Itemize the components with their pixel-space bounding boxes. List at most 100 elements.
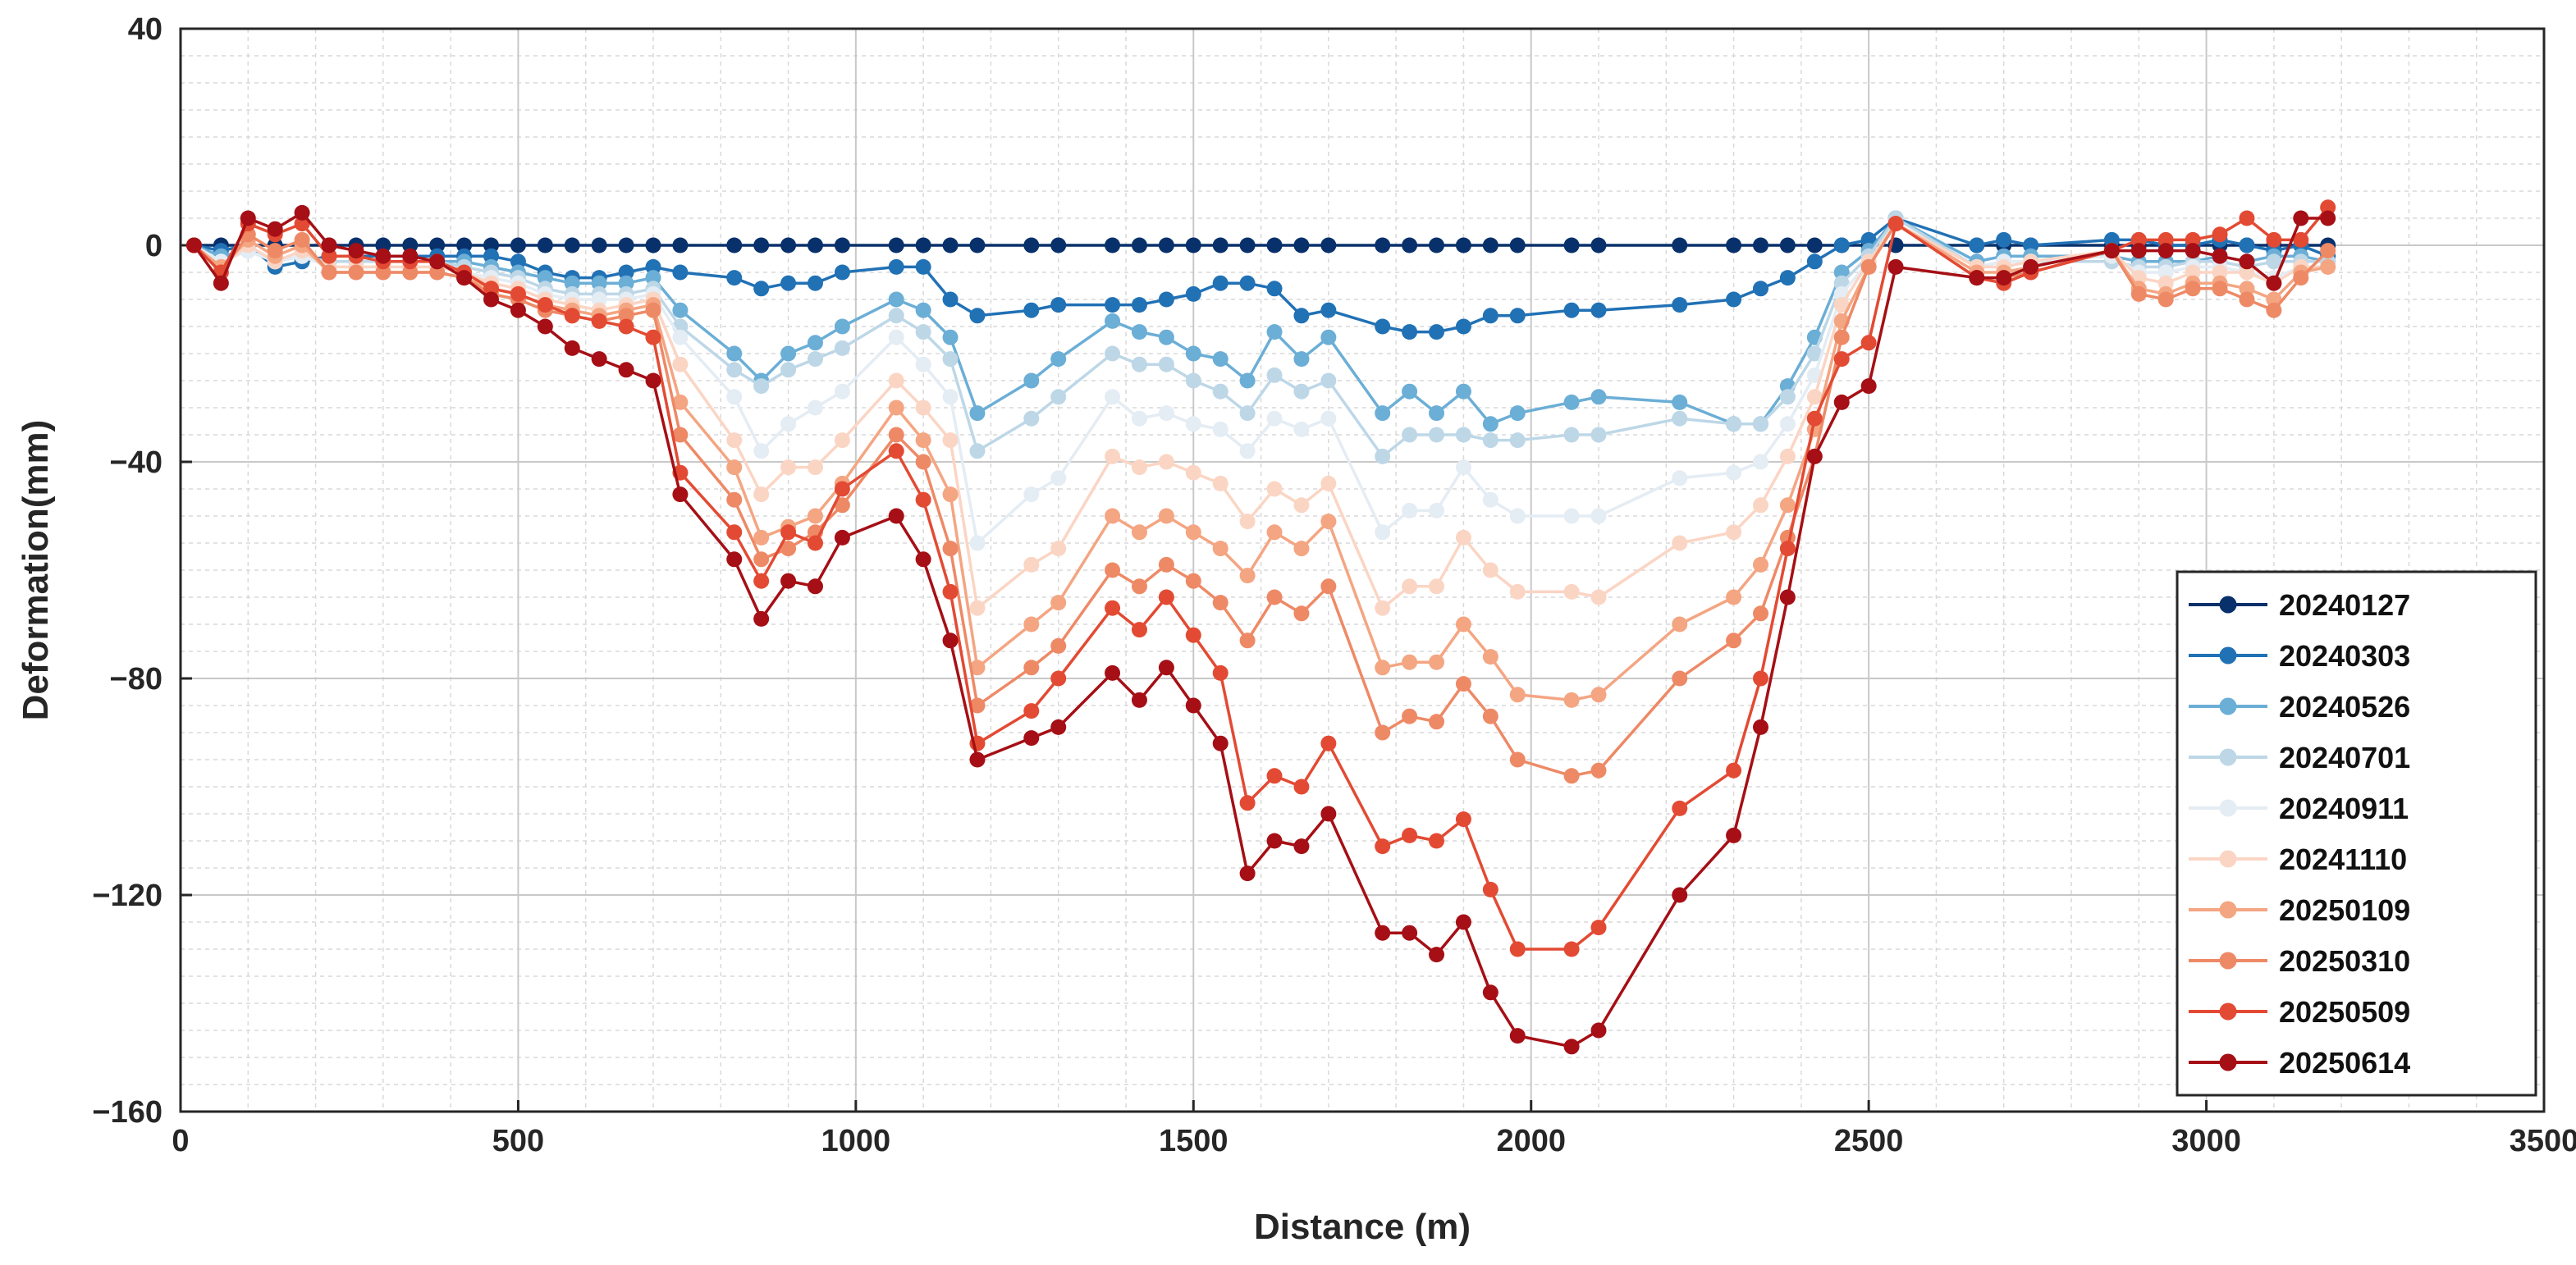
- data-point-20250310: [1158, 556, 1174, 573]
- data-point-20241110: [1482, 562, 1498, 578]
- data-point-20240911: [888, 329, 904, 345]
- data-point-20250614: [1320, 806, 1337, 822]
- data-point-20240303: [1672, 297, 1688, 313]
- data-point-20241110: [1806, 389, 1823, 405]
- data-point-20240303: [1726, 291, 1742, 308]
- data-point-20241110: [1726, 524, 1742, 541]
- data-point-20250310: [915, 454, 931, 470]
- legend-label-20250614: 20250614: [2279, 1046, 2410, 1080]
- data-point-20240127: [375, 237, 391, 253]
- data-point-20241110: [1563, 583, 1580, 600]
- data-point-20250509: [564, 308, 580, 324]
- data-point-20250310: [1590, 762, 1607, 779]
- data-point-20250509: [321, 248, 337, 264]
- data-point-20241110: [915, 400, 931, 416]
- data-point-20240701: [1293, 383, 1310, 400]
- data-point-20250614: [834, 529, 850, 546]
- data-point-20250509: [2212, 226, 2228, 243]
- legend-marker-20240303: [2219, 646, 2237, 664]
- data-point-20240526: [1402, 383, 1418, 400]
- data-point-20250509: [2185, 231, 2201, 248]
- data-point-20240303: [1455, 318, 1471, 335]
- data-point-20250109: [1752, 556, 1768, 573]
- data-point-20240127: [1779, 237, 1796, 253]
- legend-label-20240911: 20240911: [2279, 792, 2409, 825]
- data-point-20250310: [2293, 270, 2309, 286]
- data-point-20250509: [2130, 231, 2147, 248]
- data-point-20240303: [2023, 237, 2039, 253]
- x-tick-label: 1500: [1159, 1124, 1229, 1158]
- data-point-20240701: [1402, 427, 1418, 443]
- data-point-20250109: [942, 486, 959, 503]
- y-tick-label: −120: [92, 879, 162, 913]
- legend-label-20240303: 20240303: [2279, 639, 2410, 673]
- data-point-20250310: [2185, 281, 2201, 297]
- data-point-20250310: [753, 551, 770, 568]
- data-point-20240127: [1158, 237, 1174, 253]
- data-point-20240127: [753, 237, 770, 253]
- y-tick-label: 40: [128, 12, 162, 47]
- y-tick-label: −160: [92, 1095, 162, 1130]
- data-point-20250109: [1779, 497, 1796, 514]
- data-point-20250614: [1131, 692, 1147, 708]
- data-point-20241110: [1320, 475, 1337, 491]
- data-point-20250509: [2157, 231, 2174, 248]
- data-point-20240526: [1266, 324, 1283, 340]
- data-point-20250310: [645, 302, 661, 318]
- data-point-20250509: [1779, 541, 1796, 557]
- data-point-20250614: [2293, 210, 2309, 226]
- data-point-20250109: [888, 400, 904, 416]
- data-point-20250109: [1726, 589, 1742, 605]
- data-point-20250109: [1185, 524, 1201, 541]
- data-point-20240303: [1105, 297, 1121, 313]
- data-point-20250310: [429, 264, 446, 281]
- data-point-20250109: [969, 660, 986, 676]
- data-point-20250614: [429, 253, 446, 270]
- data-point-20250614: [780, 573, 797, 589]
- data-point-20240701: [1050, 389, 1067, 405]
- data-point-20240911: [1158, 405, 1174, 422]
- data-point-20241110: [1509, 583, 1526, 600]
- data-point-20240127: [1266, 237, 1283, 253]
- data-point-20240526: [1105, 313, 1121, 329]
- data-point-20240701: [1429, 427, 1445, 443]
- data-point-20250310: [1266, 589, 1283, 605]
- data-point-20250509: [1050, 670, 1067, 687]
- data-point-20250614: [969, 751, 986, 768]
- legend-marker-20240911: [2219, 799, 2237, 817]
- data-point-20250310: [1833, 329, 1850, 345]
- data-point-20240303: [1185, 285, 1201, 302]
- data-point-20250310: [2266, 302, 2282, 318]
- data-point-20240127: [834, 237, 850, 253]
- data-point-20240303: [645, 258, 661, 275]
- data-point-20250310: [2130, 285, 2147, 302]
- x-tick-label: 500: [492, 1124, 544, 1158]
- data-point-20241110: [726, 432, 743, 449]
- x-tick-label: 2500: [1834, 1124, 1904, 1158]
- data-point-20250109: [1320, 514, 1337, 530]
- data-point-20240911: [1455, 459, 1471, 476]
- data-point-20250109: [2266, 291, 2282, 308]
- data-point-20250614: [2157, 243, 2174, 259]
- data-point-20250614: [375, 248, 391, 264]
- data-point-20250614: [1402, 925, 1418, 941]
- data-point-20250509: [2239, 210, 2255, 226]
- data-point-20241110: [1293, 497, 1310, 514]
- data-point-20240526: [564, 275, 580, 291]
- y-tick-label: −40: [110, 445, 162, 480]
- data-point-20240911: [1212, 421, 1229, 437]
- data-point-20240526: [1023, 372, 1040, 389]
- data-point-20240526: [1590, 389, 1607, 405]
- data-point-20250614: [645, 372, 661, 389]
- data-point-20250310: [402, 264, 419, 281]
- data-point-20240127: [1320, 237, 1337, 253]
- data-point-20240911: [753, 443, 770, 459]
- data-point-20240911: [1590, 508, 1607, 524]
- data-point-20240303: [1050, 297, 1067, 313]
- data-point-20250109: [1429, 654, 1445, 670]
- data-point-20240127: [915, 237, 931, 253]
- data-point-20250509: [537, 297, 553, 313]
- data-point-20241110: [834, 432, 850, 449]
- data-point-20240526: [1320, 329, 1337, 345]
- data-point-20240911: [672, 329, 689, 345]
